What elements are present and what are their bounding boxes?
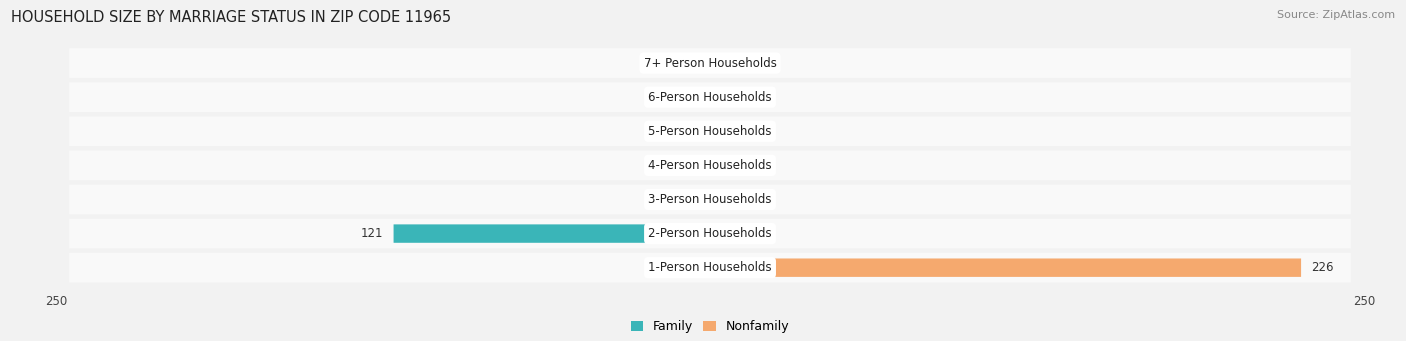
FancyBboxPatch shape bbox=[69, 219, 1351, 248]
Text: 121: 121 bbox=[360, 227, 382, 240]
Text: 0: 0 bbox=[652, 193, 659, 206]
Text: 2-Person Households: 2-Person Households bbox=[648, 227, 772, 240]
Text: 4-Person Households: 4-Person Households bbox=[648, 159, 772, 172]
Text: 0: 0 bbox=[761, 57, 768, 70]
FancyBboxPatch shape bbox=[668, 54, 710, 72]
Text: HOUSEHOLD SIZE BY MARRIAGE STATUS IN ZIP CODE 11965: HOUSEHOLD SIZE BY MARRIAGE STATUS IN ZIP… bbox=[11, 10, 451, 25]
FancyBboxPatch shape bbox=[668, 258, 710, 277]
FancyBboxPatch shape bbox=[710, 122, 752, 140]
FancyBboxPatch shape bbox=[668, 122, 710, 140]
FancyBboxPatch shape bbox=[710, 88, 752, 106]
Text: 0: 0 bbox=[761, 159, 768, 172]
FancyBboxPatch shape bbox=[394, 224, 710, 243]
Text: 0: 0 bbox=[652, 261, 659, 274]
FancyBboxPatch shape bbox=[710, 258, 1301, 277]
Text: 0: 0 bbox=[652, 125, 659, 138]
Text: 226: 226 bbox=[1312, 261, 1334, 274]
FancyBboxPatch shape bbox=[710, 190, 752, 209]
Legend: Family, Nonfamily: Family, Nonfamily bbox=[626, 315, 794, 338]
Text: 0: 0 bbox=[652, 159, 659, 172]
FancyBboxPatch shape bbox=[69, 185, 1351, 214]
FancyBboxPatch shape bbox=[710, 224, 752, 243]
FancyBboxPatch shape bbox=[668, 156, 710, 175]
Text: 0: 0 bbox=[761, 227, 768, 240]
Text: 7+ Person Households: 7+ Person Households bbox=[644, 57, 776, 70]
Text: Source: ZipAtlas.com: Source: ZipAtlas.com bbox=[1277, 10, 1395, 20]
Text: 5-Person Households: 5-Person Households bbox=[648, 125, 772, 138]
FancyBboxPatch shape bbox=[668, 88, 710, 106]
FancyBboxPatch shape bbox=[69, 117, 1351, 146]
Text: 0: 0 bbox=[761, 125, 768, 138]
Text: 0: 0 bbox=[761, 193, 768, 206]
FancyBboxPatch shape bbox=[710, 156, 752, 175]
Text: 6-Person Households: 6-Person Households bbox=[648, 91, 772, 104]
FancyBboxPatch shape bbox=[69, 48, 1351, 78]
Text: 0: 0 bbox=[652, 57, 659, 70]
FancyBboxPatch shape bbox=[668, 190, 710, 209]
Text: 1-Person Households: 1-Person Households bbox=[648, 261, 772, 274]
FancyBboxPatch shape bbox=[710, 54, 752, 72]
Text: 0: 0 bbox=[652, 91, 659, 104]
FancyBboxPatch shape bbox=[69, 151, 1351, 180]
Text: 0: 0 bbox=[761, 91, 768, 104]
FancyBboxPatch shape bbox=[69, 82, 1351, 112]
FancyBboxPatch shape bbox=[69, 253, 1351, 282]
Text: 3-Person Households: 3-Person Households bbox=[648, 193, 772, 206]
